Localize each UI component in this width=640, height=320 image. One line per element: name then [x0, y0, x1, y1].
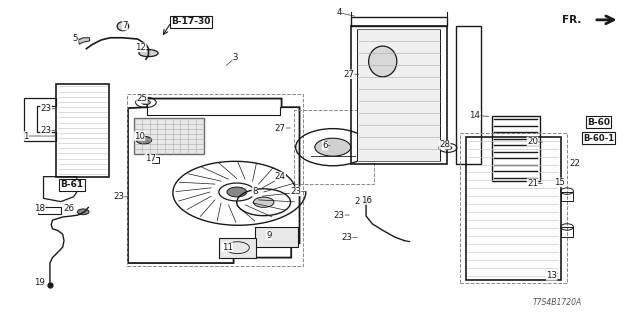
Circle shape	[141, 100, 150, 105]
Text: 5: 5	[73, 34, 78, 43]
Text: FR.: FR.	[562, 15, 581, 25]
Text: 17: 17	[145, 154, 156, 163]
Ellipse shape	[117, 22, 129, 31]
Text: 10: 10	[134, 132, 145, 140]
Text: 21: 21	[527, 179, 538, 188]
Text: 22: 22	[569, 159, 580, 168]
Polygon shape	[219, 238, 256, 258]
Circle shape	[77, 209, 89, 215]
Text: 26: 26	[63, 204, 75, 213]
Circle shape	[227, 187, 246, 197]
Polygon shape	[357, 29, 440, 161]
Text: 13: 13	[546, 271, 557, 280]
Text: 20: 20	[527, 137, 538, 146]
Text: 1: 1	[23, 132, 28, 140]
Text: 8: 8	[252, 188, 257, 196]
Text: 23: 23	[40, 104, 52, 113]
Text: B-60-1: B-60-1	[583, 134, 614, 143]
Text: 19: 19	[35, 278, 45, 287]
Polygon shape	[134, 118, 204, 154]
Text: 23: 23	[40, 126, 52, 135]
Text: 7: 7	[122, 21, 127, 30]
Text: 4: 4	[337, 8, 342, 17]
Text: 11: 11	[221, 243, 233, 252]
Text: 12: 12	[135, 43, 147, 52]
Text: 14: 14	[469, 111, 481, 120]
Text: 3: 3	[233, 53, 238, 62]
Text: B-17-30: B-17-30	[171, 17, 211, 26]
Text: 28: 28	[439, 140, 451, 149]
Circle shape	[444, 146, 452, 150]
Text: 23: 23	[290, 187, 301, 196]
Circle shape	[136, 136, 152, 144]
Text: B-61: B-61	[60, 180, 83, 189]
Text: 27: 27	[343, 70, 355, 79]
Text: 23: 23	[113, 192, 124, 201]
Text: B-60: B-60	[587, 118, 610, 127]
Circle shape	[315, 138, 351, 156]
Text: 16: 16	[360, 196, 372, 204]
Text: T7S4B1720A: T7S4B1720A	[532, 298, 581, 307]
Text: 9: 9	[266, 231, 271, 240]
Text: 2: 2	[355, 197, 360, 206]
Text: 15: 15	[554, 178, 566, 187]
Text: 23: 23	[333, 211, 345, 220]
Text: 6: 6	[323, 141, 328, 150]
Polygon shape	[78, 38, 90, 44]
Polygon shape	[255, 227, 298, 247]
Circle shape	[253, 197, 274, 207]
Text: 25: 25	[136, 94, 148, 103]
Circle shape	[219, 183, 255, 201]
Ellipse shape	[369, 46, 397, 77]
Text: 18: 18	[34, 204, 45, 213]
Ellipse shape	[139, 50, 158, 57]
Text: 27: 27	[275, 124, 286, 132]
Text: 23: 23	[341, 233, 353, 242]
Text: 24: 24	[275, 172, 286, 181]
